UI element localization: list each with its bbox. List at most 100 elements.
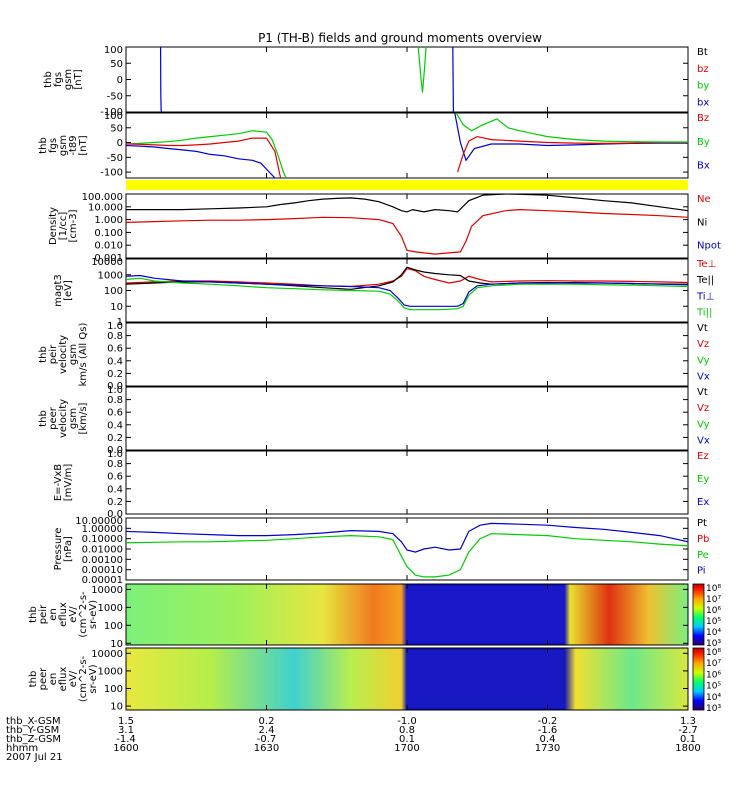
y-tick-label: 0.2 [107, 369, 123, 380]
x-axis-row-label: thb_X-GSM [6, 716, 61, 727]
x-tick-label: 0.8 [399, 725, 415, 736]
y-tick-label: 50 [110, 123, 123, 134]
y-axis-label: thb [28, 671, 39, 688]
y-tick-label: 0.8 [107, 331, 123, 342]
x-axis-row-label: thb_Y-GSM [6, 725, 59, 736]
y-tick-label: 1.00000 [82, 524, 123, 535]
y-axis-label: [cm-3] [68, 209, 79, 242]
legend-entry: Pb [697, 534, 709, 545]
legend-entry: Bt [697, 47, 708, 58]
panel-frame [125, 193, 689, 259]
legend-entry: Vx [697, 372, 710, 383]
x-tick-label: 1800 [675, 743, 700, 754]
y-axis-label: [nPa] [63, 536, 74, 562]
colorbar-tick-label: 10⁴ [706, 693, 721, 703]
y-tick-label: 1000 [98, 603, 123, 614]
y-tick-label: 0.2 [107, 433, 123, 444]
y-axis-label: eV/ [68, 670, 79, 687]
legend-entry: Pe [697, 550, 709, 561]
figure-title: P1 (TH-B) fields and ground moments over… [258, 31, 542, 45]
legend-entry: Te⊥ [696, 259, 716, 270]
y-axis-label: Pressure [53, 528, 64, 571]
legend-entry: Ti⊥ [696, 291, 714, 302]
y-tick-label: 10000 [91, 585, 123, 596]
series-line [126, 208, 688, 255]
y-tick-label: 0.001 [94, 253, 123, 264]
legend-entry: Te|| [696, 275, 714, 286]
panel-frame [125, 46, 689, 113]
legend-entry: Vt [697, 387, 708, 398]
series-line [126, 274, 688, 307]
series-line [126, 144, 276, 178]
y-axis-label: thb [38, 410, 49, 427]
y-axis-label: peir [38, 604, 49, 624]
series-line [452, 47, 454, 112]
y-axis-label: (cm^2-s- [78, 655, 89, 702]
y-tick-label: 100 [104, 45, 123, 56]
y-tick-label: 10 [110, 302, 123, 313]
x-tick-label: 1730 [535, 743, 560, 754]
legend-entry: bz [697, 64, 709, 75]
y-tick-label: 10.00000 [75, 516, 123, 527]
y-tick-label: 0.0 [107, 509, 123, 520]
y-axis-label: en [48, 673, 59, 686]
colorbar-tick-label: 10⁶ [706, 606, 721, 616]
y-tick-label: 0.6 [107, 408, 123, 419]
colorbar [692, 647, 705, 711]
y-axis-label: [1/cc] [58, 212, 69, 241]
x-tick-label: 0.4 [540, 734, 556, 745]
y-tick-label: 0.0 [107, 381, 123, 392]
legend-entry: Npot [697, 241, 721, 252]
spectrogram-low-flux-region [407, 586, 565, 643]
legend-entry: Ey [697, 474, 709, 485]
colorbar-tick-label: 10⁷ [706, 595, 721, 605]
series-line [126, 277, 688, 311]
y-axis-label: thb [38, 346, 49, 363]
y-axis-label: sr-eV) [88, 600, 99, 629]
x-axis-row-label: hhmm [6, 743, 38, 754]
x-tick-label: 1700 [394, 743, 419, 754]
colorbar-tick-label: 10³ [706, 639, 721, 649]
x-tick-label: 2.4 [259, 725, 275, 736]
y-tick-label: 1000 [98, 666, 123, 677]
y-tick-label: 10.000 [88, 202, 123, 213]
y-tick-label: 0.0 [107, 445, 123, 456]
y-tick-label: -100 [100, 168, 123, 179]
y-tick-label: 0.8 [107, 395, 123, 406]
panel-frame [125, 386, 689, 451]
y-tick-label: 0.01000 [82, 545, 123, 556]
legend-entry: Pi [697, 566, 706, 577]
y-axis-label: gsm [68, 408, 79, 429]
y-tick-label: 1.0 [107, 321, 123, 332]
panel-efield: 1.00.8 0.60.4 0.20.0 E=-VxB [mV/m] Ez Ey Ex [53, 449, 709, 520]
legend-entry: Vt [697, 323, 708, 334]
series-line [455, 113, 688, 143]
y-axis-label: magt3 [53, 274, 64, 307]
x-tick-label: -1.0 [397, 716, 417, 727]
y-tick-label: 0.6 [107, 472, 123, 483]
y-axis-label: km/s (All Qs) [78, 323, 89, 387]
y-tick-label: 1.000 [94, 215, 123, 226]
legend-entry: Ni [697, 217, 707, 228]
panel-fgs: 100 50 0 -50 -100 thb fgs gsm [nT] Bt bz by bx [43, 45, 709, 118]
x-tick-label: 0.1 [680, 734, 696, 745]
panel-frame [125, 450, 689, 515]
date-label: 2007 Jul 21 [6, 752, 63, 763]
y-axis-label: thb [38, 137, 49, 154]
series-line [160, 47, 162, 112]
panel-temperature: 10000 1000 100 10 1 magt3 [eV] Te⊥ Te|| Ti⊥ Ti|| [53, 257, 716, 328]
y-axis-label: [eV] [63, 280, 74, 301]
colorbar-tick-label: 10³ [706, 704, 721, 714]
y-tick-label: 0.6 [107, 344, 123, 355]
y-axis-label: sr-eV) [88, 664, 99, 693]
legend-entry: Vy [697, 419, 710, 430]
y-tick-label: 10000 [91, 649, 123, 660]
x-tick-label: 0.2 [259, 716, 275, 727]
legend-entry: Bz [697, 113, 709, 124]
y-axis-label: [nT] [73, 69, 84, 89]
y-tick-label: 0.00010 [82, 565, 123, 576]
y-tick-label: 100 [104, 111, 123, 122]
colorbar-tick-label: 10⁴ [706, 628, 721, 638]
y-tick-label: 0.010 [94, 241, 123, 252]
